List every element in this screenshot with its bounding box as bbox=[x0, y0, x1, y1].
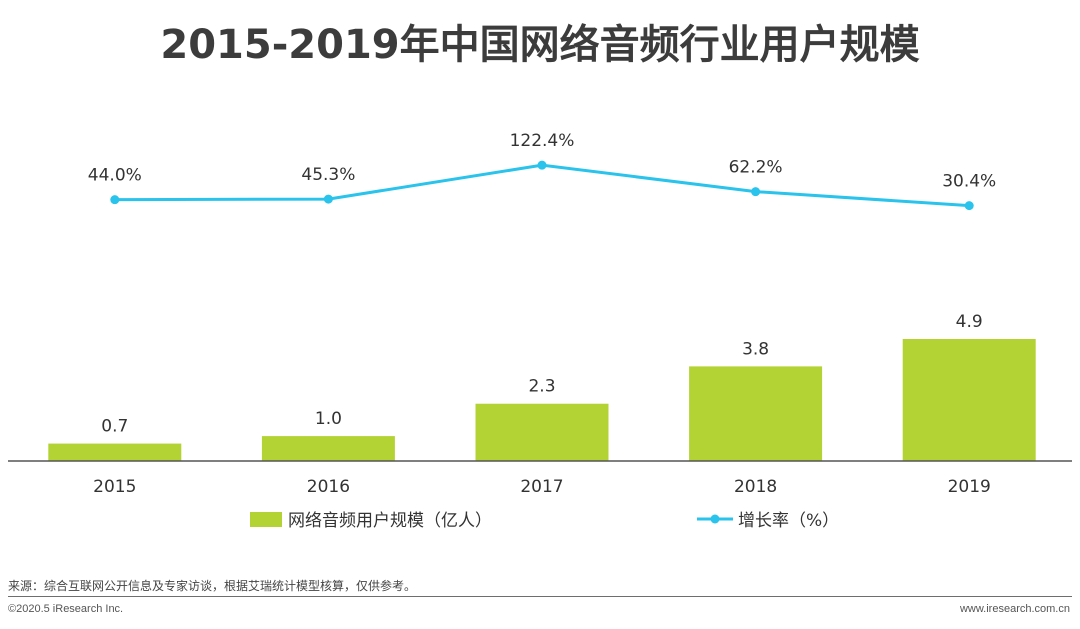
legend-line-label: 增长率（%） bbox=[738, 511, 839, 531]
legend-bar-label: 网络音频用户规模（亿人） bbox=[288, 511, 492, 531]
footer-divider bbox=[8, 596, 1072, 597]
bar-label-2018: 3.8 bbox=[742, 339, 769, 359]
growth-label-2015: 44.0% bbox=[88, 166, 142, 186]
legend-line-marker bbox=[710, 514, 720, 524]
x-tick-label-2019: 2019 bbox=[948, 477, 991, 497]
bar-label-2017: 2.3 bbox=[528, 377, 555, 397]
legend-bar-swatch bbox=[250, 512, 282, 527]
x-tick-label-2018: 2018 bbox=[734, 477, 777, 497]
growth-point-2019 bbox=[964, 201, 974, 211]
growth-point-2017 bbox=[537, 160, 547, 170]
bar-2019 bbox=[902, 339, 1036, 461]
bar-2018 bbox=[689, 366, 823, 461]
bar-label-2016: 1.0 bbox=[315, 409, 342, 429]
copyright-text: ©2020.5 iResearch Inc. bbox=[8, 603, 124, 615]
growth-label-2019: 30.4% bbox=[942, 172, 996, 192]
growth-point-2015 bbox=[110, 195, 120, 205]
website-link[interactable]: www.iresearch.com.cn bbox=[959, 603, 1070, 615]
chart-area: 0.7 1.0 2.3 3.8 4.9 2015 2016 2017 2018 2019 44.0%… bbox=[8, 131, 1072, 531]
growth-line bbox=[114, 163, 970, 208]
bar-2016 bbox=[261, 436, 395, 461]
growth-point-2016 bbox=[323, 194, 333, 204]
bar-2017 bbox=[475, 403, 609, 461]
x-tick-label-2015: 2015 bbox=[93, 477, 136, 497]
growth-point-2018 bbox=[751, 187, 761, 197]
bar-label-2019: 4.9 bbox=[956, 312, 983, 332]
growth-label-2016: 45.3% bbox=[301, 165, 355, 185]
source-note: 来源：综合互联网公开信息及专家访谈，根据艾瑞统计模型核算，仅供参考。 bbox=[8, 579, 417, 593]
bar-label-2015: 0.7 bbox=[101, 417, 128, 437]
growth-label-2017: 122.4% bbox=[510, 131, 575, 151]
chart-title: 2015-2019年中国网络音频行业用户规模 bbox=[160, 22, 920, 68]
bar-2015 bbox=[48, 443, 182, 461]
x-tick-label-2017: 2017 bbox=[520, 477, 563, 497]
x-tick-label-2016: 2016 bbox=[307, 477, 350, 497]
growth-label-2018: 62.2% bbox=[729, 158, 783, 178]
